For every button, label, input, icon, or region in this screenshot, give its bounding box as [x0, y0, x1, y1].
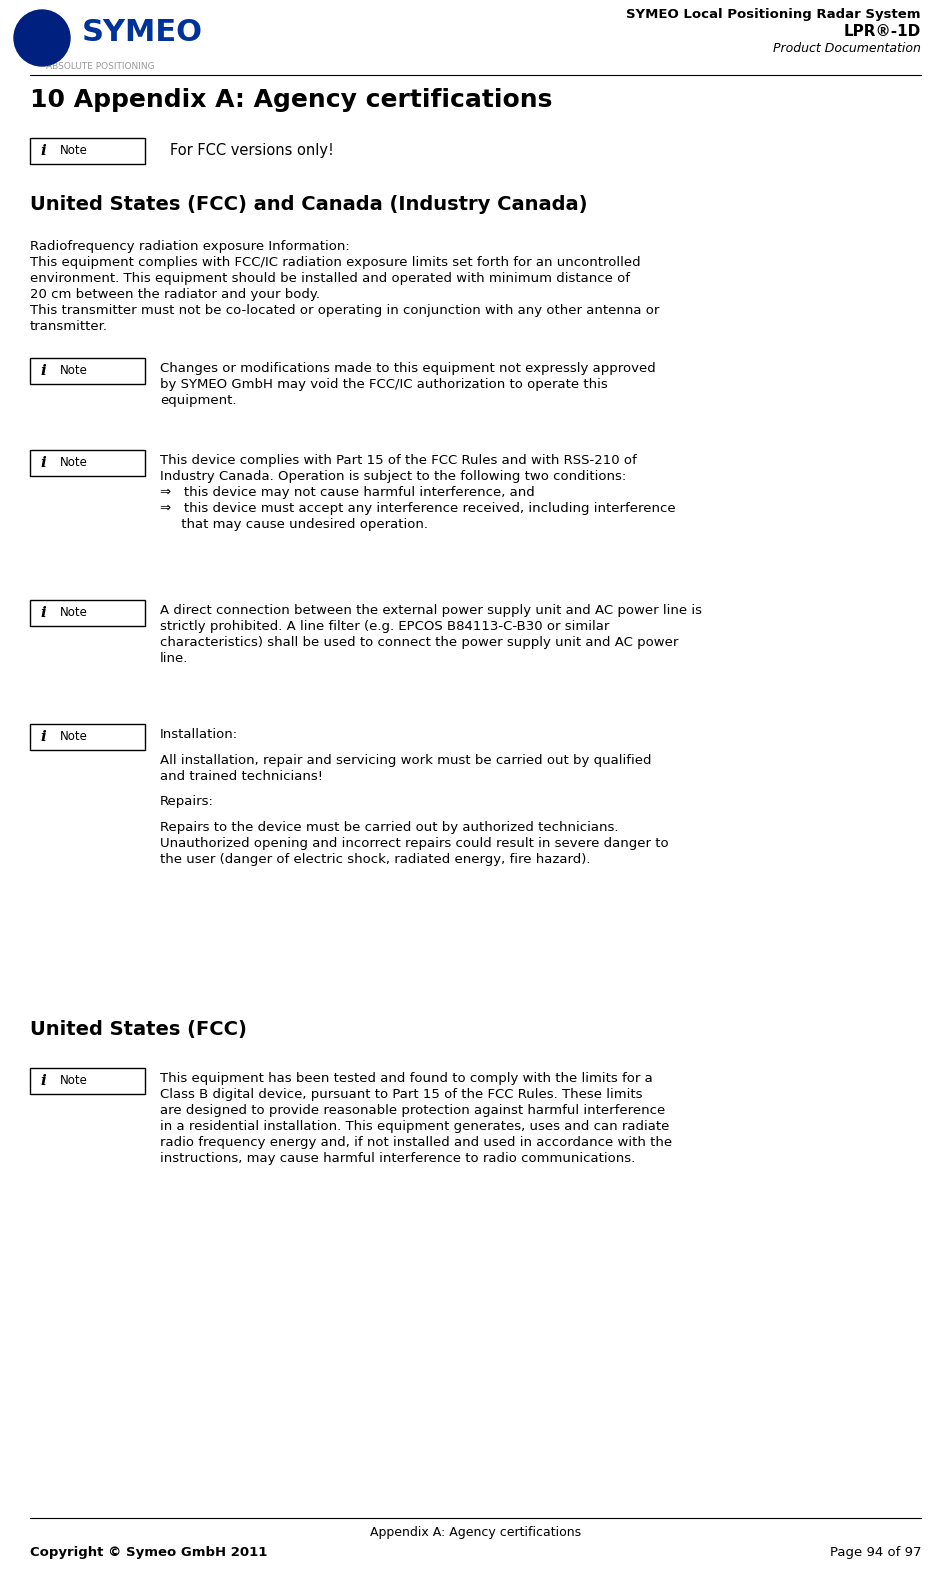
Text: are designed to provide reasonable protection against harmful interference: are designed to provide reasonable prote…: [160, 1104, 666, 1117]
Text: Note: Note: [60, 145, 87, 158]
Text: transmitter.: transmitter.: [30, 320, 108, 333]
Text: in a residential installation. This equipment generates, uses and can radiate: in a residential installation. This equi…: [160, 1120, 670, 1133]
Text: Note: Note: [60, 607, 87, 620]
Text: ABSOLUTE POSITIONING: ABSOLUTE POSITIONING: [46, 62, 155, 72]
Bar: [30, 139, 145, 164]
Text: 10 Appendix A: Agency certifications: 10 Appendix A: Agency certifications: [30, 88, 553, 112]
Bar: [30, 358, 145, 384]
Text: United States (FCC) and Canada (Industry Canada): United States (FCC) and Canada (Industry…: [30, 194, 588, 213]
Text: LPR®-1D: LPR®-1D: [844, 24, 921, 38]
Text: Note: Note: [60, 365, 87, 378]
Circle shape: [28, 22, 42, 37]
Text: ⇒   this device may not cause harmful interference, and: ⇒ this device may not cause harmful inte…: [160, 486, 534, 499]
Text: i: i: [40, 730, 46, 744]
Bar: [30, 1067, 145, 1094]
Text: instructions, may cause harmful interference to radio communications.: instructions, may cause harmful interfer…: [160, 1152, 635, 1164]
Text: Repairs:: Repairs:: [160, 795, 214, 808]
Circle shape: [22, 18, 62, 57]
Bar: [30, 601, 145, 626]
Text: This device complies with Part 15 of the FCC Rules and with RSS-210 of: This device complies with Part 15 of the…: [160, 454, 637, 467]
Text: radio frequency energy and, if not installed and used in accordance with the: radio frequency energy and, if not insta…: [160, 1136, 672, 1149]
Text: i: i: [40, 363, 46, 378]
Text: the user (danger of electric shock, radiated energy, fire hazard).: the user (danger of electric shock, radi…: [160, 852, 591, 867]
Text: i: i: [40, 605, 46, 620]
Text: United States (FCC): United States (FCC): [30, 1020, 247, 1039]
Circle shape: [14, 10, 70, 65]
Text: strictly prohibited. A line filter (e.g. EPCOS B84113-C-B30 or similar: strictly prohibited. A line filter (e.g.…: [160, 620, 610, 632]
Text: SYMEO: SYMEO: [82, 18, 203, 48]
Text: 20 cm between the radiator and your body.: 20 cm between the radiator and your body…: [30, 288, 320, 301]
Text: Repairs to the device must be carried out by authorized technicians.: Repairs to the device must be carried ou…: [160, 820, 618, 833]
Text: characteristics) shall be used to connect the power supply unit and AC power: characteristics) shall be used to connec…: [160, 636, 678, 648]
Bar: [30, 449, 145, 476]
Text: by SYMEO GmbH may void the FCC/IC authorization to operate this: by SYMEO GmbH may void the FCC/IC author…: [160, 378, 608, 390]
Text: i: i: [40, 1074, 46, 1088]
Text: Changes or modifications made to this equipment not expressly approved: Changes or modifications made to this eq…: [160, 362, 656, 374]
Text: This equipment complies with FCC/IC radiation exposure limits set forth for an u: This equipment complies with FCC/IC radi…: [30, 256, 641, 269]
Text: i: i: [40, 143, 46, 158]
Text: Radiofrequency radiation exposure Information:: Radiofrequency radiation exposure Inform…: [30, 241, 350, 253]
Text: Product Documentation: Product Documentation: [773, 41, 921, 56]
Circle shape: [30, 25, 54, 49]
Text: All installation, repair and servicing work must be carried out by qualified: All installation, repair and servicing w…: [160, 753, 651, 766]
Text: Copyright © Symeo GmbH 2011: Copyright © Symeo GmbH 2011: [30, 1545, 267, 1560]
Text: ⇒   this device must accept any interference received, including interference: ⇒ this device must accept any interferen…: [160, 502, 675, 515]
Text: This equipment has been tested and found to comply with the limits for a: This equipment has been tested and found…: [160, 1072, 652, 1085]
Text: i: i: [40, 456, 46, 470]
Text: line.: line.: [160, 652, 188, 664]
Text: This transmitter must not be co-located or operating in conjunction with any oth: This transmitter must not be co-located …: [30, 304, 659, 317]
Text: SYMEO Local Positioning Radar System: SYMEO Local Positioning Radar System: [627, 8, 921, 21]
Text: Note: Note: [60, 731, 87, 744]
Text: Note: Note: [60, 457, 87, 470]
Text: A direct connection between the external power supply unit and AC power line is: A direct connection between the external…: [160, 604, 702, 616]
Text: equipment.: equipment.: [160, 393, 237, 406]
Text: Note: Note: [60, 1075, 87, 1088]
Text: For FCC versions only!: For FCC versions only!: [170, 143, 334, 158]
Bar: [30, 723, 145, 750]
Text: Page 94 of 97: Page 94 of 97: [829, 1545, 921, 1560]
Text: Class B digital device, pursuant to Part 15 of the FCC Rules. These limits: Class B digital device, pursuant to Part…: [160, 1088, 643, 1101]
Text: Installation:: Installation:: [160, 728, 238, 741]
Text: that may cause undesired operation.: that may cause undesired operation.: [160, 518, 428, 530]
Text: environment. This equipment should be installed and operated with minimum distan: environment. This equipment should be in…: [30, 272, 630, 285]
Text: and trained technicians!: and trained technicians!: [160, 769, 323, 782]
Text: Unauthorized opening and incorrect repairs could result in severe danger to: Unauthorized opening and incorrect repai…: [160, 836, 669, 849]
Text: Appendix A: Agency certifications: Appendix A: Agency certifications: [370, 1526, 581, 1539]
Text: Industry Canada. Operation is subject to the following two conditions:: Industry Canada. Operation is subject to…: [160, 470, 627, 483]
